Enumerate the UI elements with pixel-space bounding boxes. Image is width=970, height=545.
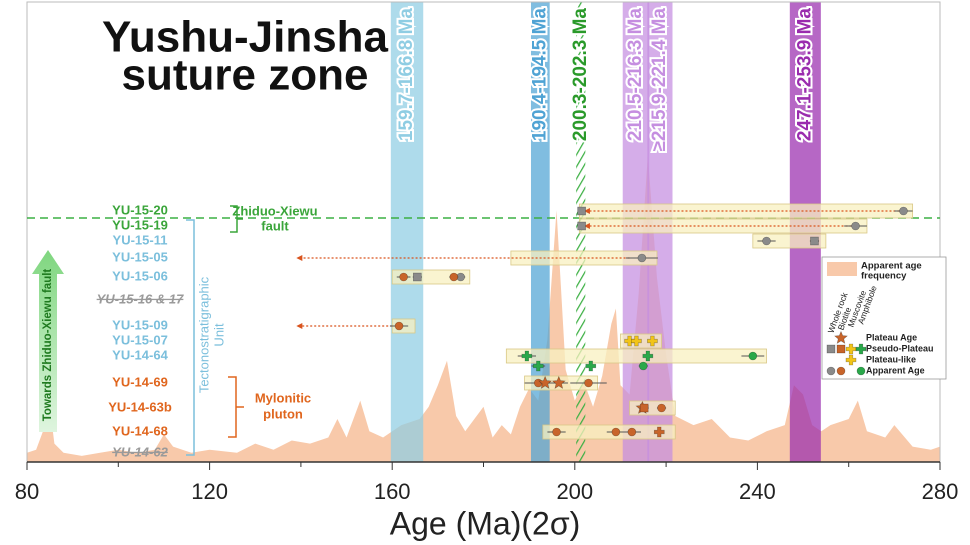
fault-direction-arrow <box>32 250 64 432</box>
band-label: 210.5-216.3 Ma <box>625 8 646 142</box>
legend-swatch <box>827 262 857 276</box>
sample-label: YU-15-20 <box>112 202 168 217</box>
age-point <box>638 361 648 371</box>
chart-title: Yushu-Jinsha <box>102 13 389 62</box>
age-point <box>624 335 635 347</box>
legend-marker <box>856 366 866 376</box>
legend-marker <box>826 344 836 354</box>
age-point <box>647 335 658 347</box>
age-band <box>530 2 550 462</box>
age-point <box>552 427 561 437</box>
age-point <box>639 403 649 413</box>
arrow-head <box>296 255 303 261</box>
age-point <box>899 206 908 216</box>
x-tick-label: 160 <box>374 479 411 504</box>
age-point <box>810 236 819 246</box>
legend-marker <box>834 330 848 344</box>
age-point <box>449 272 459 282</box>
sample-label: YU-14-64 <box>112 347 168 362</box>
arrow-head <box>296 323 303 329</box>
age-point <box>399 272 408 282</box>
legend-marker <box>826 366 836 376</box>
age-range-box <box>505 348 767 364</box>
unit-label: Unit <box>211 323 226 347</box>
band-label: 159.7-166.8 Ma <box>396 8 417 142</box>
age-point <box>851 221 860 231</box>
pluton-label: pluton <box>263 406 303 421</box>
sample-label: YU-15-11 <box>113 232 168 247</box>
legend-marker <box>845 354 857 366</box>
unit-label: Tectonostratigraphic <box>196 276 211 393</box>
legend-label: Pseudo-Plateau <box>866 343 934 353</box>
x-tick-label: 80 <box>15 479 39 504</box>
age-point <box>551 375 566 389</box>
sample-label: YU-15-09 <box>112 317 168 332</box>
age-point <box>585 360 597 372</box>
x-axis-label: Age (Ma)(2σ) <box>390 505 580 541</box>
sample-label: YU-14-63b <box>108 399 172 414</box>
x-tick-label: 240 <box>739 479 776 504</box>
x-tick-label: 120 <box>191 479 228 504</box>
arrow-label: Towards Zhiduo-Xiewu fault <box>42 269 54 422</box>
legend-label: Plateau-like <box>866 354 916 364</box>
x-tick-label: 280 <box>922 479 959 504</box>
age-point <box>521 350 533 362</box>
legend-label: frequency <box>861 271 907 282</box>
sample-label: YU-15-16 & 17 <box>97 291 184 306</box>
age-point <box>611 427 621 437</box>
sample-label: YU-15-05 <box>112 249 168 264</box>
age-point <box>657 403 666 413</box>
pluton-label: Mylonitic <box>255 390 311 405</box>
sample-label: YU-15-07 <box>112 332 168 347</box>
legend-marker <box>855 343 867 355</box>
unit-bracket <box>186 219 195 456</box>
arrow-head <box>583 208 590 214</box>
fault-label: Zhiduo-Xiewu <box>232 203 317 218</box>
age-point <box>584 378 593 388</box>
age-band <box>390 2 424 462</box>
x-tick-label: 200 <box>556 479 593 504</box>
legend-label: Plateau Age <box>866 332 917 342</box>
age-range-box <box>629 400 676 416</box>
band-label: 247.1-253.9 Ma <box>794 8 815 142</box>
age-point <box>538 375 553 389</box>
legend-box <box>821 256 947 380</box>
age-point <box>627 427 637 437</box>
band-label: 190.4-194.5 Ma <box>529 8 550 142</box>
age-range-box <box>391 269 471 285</box>
sample-label: YU-14-68 <box>112 423 168 438</box>
age-point <box>762 236 771 246</box>
age-point <box>653 426 665 438</box>
age-point <box>642 350 654 362</box>
age-point <box>532 360 544 372</box>
chart-title: suture zone <box>122 51 369 100</box>
legend-marker <box>836 366 846 376</box>
age-point <box>577 206 586 216</box>
band-label: ≥215.9-221.4 Ma <box>649 8 670 152</box>
age-range-box <box>752 233 827 249</box>
age-point <box>631 335 642 347</box>
sample-label: YU-14-69 <box>112 374 168 389</box>
fault-label: fault <box>261 218 289 233</box>
sample-label: YU-14-62 <box>112 444 168 459</box>
band-label: 200.3-202.3 Ma <box>570 8 591 142</box>
arrow-head <box>583 223 590 229</box>
pluton-bracket <box>228 376 244 438</box>
age-point <box>577 221 586 231</box>
legend-marker <box>836 344 846 354</box>
fault-bracket <box>230 205 243 233</box>
sample-label: YU-15-06 <box>112 268 168 283</box>
age-point <box>413 272 422 282</box>
sample-label: YU-15-19 <box>112 217 168 232</box>
legend-label: Apparent age <box>861 261 922 272</box>
age-point <box>637 253 647 263</box>
legend-marker <box>845 343 857 355</box>
frequency-area <box>27 155 940 462</box>
age-point <box>394 321 404 331</box>
legend-label: Apparent Age <box>866 365 925 375</box>
age-point <box>748 351 758 361</box>
